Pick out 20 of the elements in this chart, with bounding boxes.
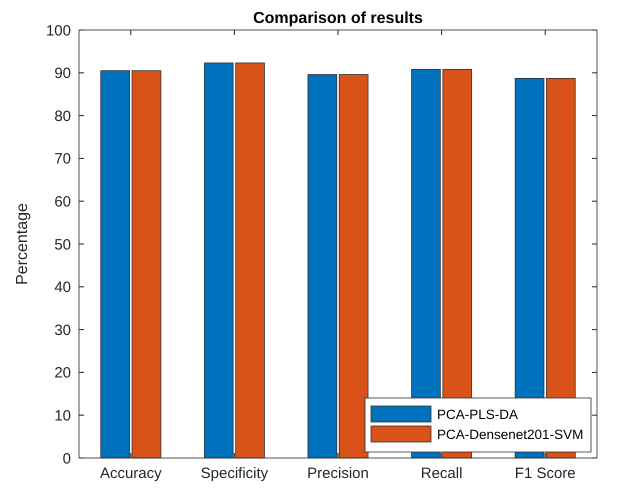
y-axis-title: Percentage	[14, 202, 31, 285]
y-tick-label: 60	[54, 193, 71, 210]
y-tick-label: 20	[54, 364, 71, 382]
y-tick-label: 40	[54, 279, 71, 296]
x-tick-label: Specificity	[200, 465, 269, 482]
x-tick-label: Recall	[420, 465, 462, 482]
x-tick-label: Accuracy	[100, 465, 162, 482]
y-tick-label: 50	[54, 236, 71, 254]
chart-title: Comparison of results	[253, 10, 423, 27]
y-tick-label: 90	[54, 65, 71, 82]
y-tick-label: 100	[46, 22, 71, 40]
x-tick-label: Precision	[307, 465, 369, 482]
y-tick-label: 30	[54, 322, 71, 339]
legend-label: PCA-PLS-DA	[437, 407, 518, 422]
y-tick-label: 70	[54, 150, 71, 168]
legend-label: PCA-Densenet201-SVM	[437, 427, 584, 442]
y-tick-label: 0	[62, 450, 71, 468]
y-tick-label: 10	[54, 407, 71, 424]
y-tick-label: 80	[54, 108, 71, 125]
x-tick-label: F1 Score	[514, 465, 576, 482]
